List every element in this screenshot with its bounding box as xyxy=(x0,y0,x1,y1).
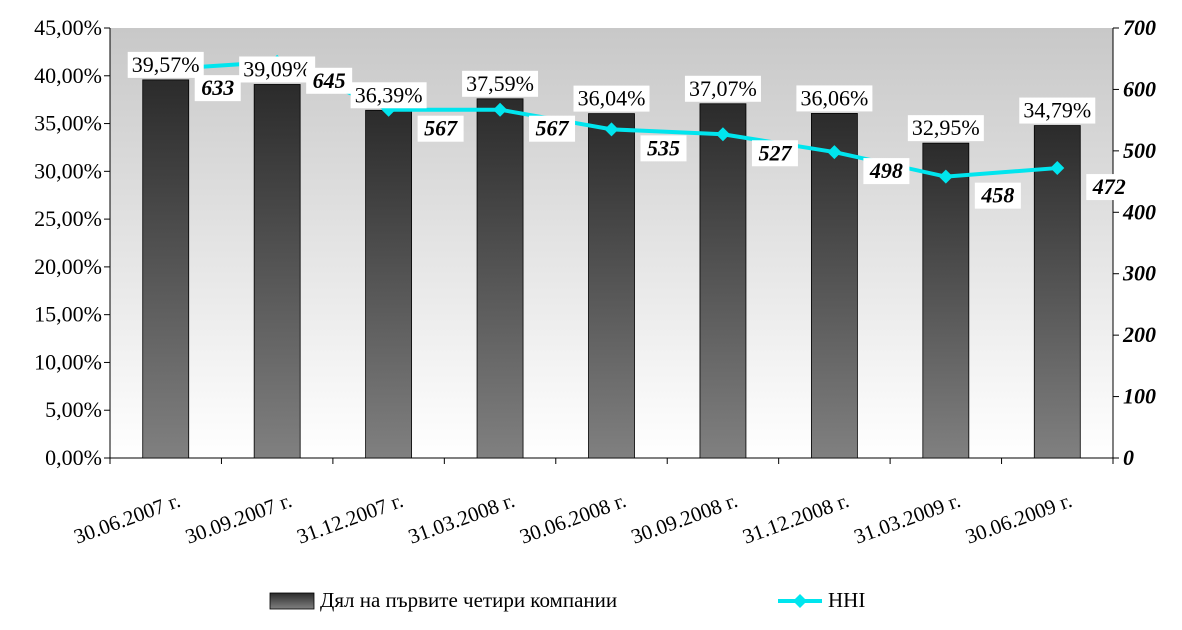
bar-label-bg xyxy=(462,70,539,97)
left-tick-label: 30,00% xyxy=(34,158,102,183)
category-label: 31.03.2009 г. xyxy=(851,488,964,549)
bar-label-bg xyxy=(350,82,427,109)
left-tick-label: 25,00% xyxy=(34,206,102,231)
bar-label-bg xyxy=(907,115,984,142)
left-tick-label: 40,00% xyxy=(34,63,102,88)
hhi-label-bg xyxy=(194,75,241,102)
bar-label-bg xyxy=(796,85,873,112)
bar-label-bg xyxy=(1019,97,1096,124)
left-tick-label: 35,00% xyxy=(34,111,102,136)
hhi-value-label: 458 xyxy=(980,183,1014,208)
bar xyxy=(699,103,747,459)
left-tick-label: 10,00% xyxy=(34,349,102,374)
bar xyxy=(1033,125,1081,459)
bar-value-label: 37,59% xyxy=(466,71,534,96)
category-label: 31.12.2007 г. xyxy=(294,488,407,549)
bar xyxy=(365,109,413,459)
bar-value-label: 36,04% xyxy=(578,86,646,111)
hhi-value-label: 535 xyxy=(647,135,680,160)
category-label: 30.06.2007 г. xyxy=(71,488,184,549)
hhi-value-label: 633 xyxy=(201,75,234,100)
bar-value-label: 34,79% xyxy=(1023,98,1091,123)
right-tick-label: 200 xyxy=(1122,322,1156,347)
legend-bar-label: Дял на първите четири компании xyxy=(320,588,617,612)
category-label: 30.06.2008 г. xyxy=(516,488,629,549)
bar xyxy=(810,113,858,459)
bar-label-bg xyxy=(684,75,761,102)
hhi-value-label: 567 xyxy=(536,116,570,141)
hhi-value-label: 498 xyxy=(869,158,903,183)
right-tick-label: 700 xyxy=(1123,15,1156,40)
hhi-label-bg xyxy=(1086,174,1133,201)
bar-label-bg xyxy=(127,51,204,78)
hhi-label-bg xyxy=(751,140,798,167)
legend-bar-swatch xyxy=(269,592,315,610)
right-tick-label: 600 xyxy=(1123,76,1156,101)
right-tick-label: 400 xyxy=(1122,199,1156,224)
bar-value-label: 37,07% xyxy=(689,76,757,101)
left-tick-label: 0,00% xyxy=(45,445,102,470)
bar-value-label: 39,09% xyxy=(243,56,311,81)
hhi-point xyxy=(493,102,508,117)
hhi-label-bg xyxy=(306,67,353,94)
hhi-label-bg xyxy=(529,115,576,142)
right-tick-label: 500 xyxy=(1123,138,1156,163)
category-label: 30.09.2007 г. xyxy=(182,488,295,549)
hhi-label-bg xyxy=(974,182,1021,209)
legend-line-marker xyxy=(793,594,807,608)
bar xyxy=(142,79,190,459)
right-tick-label: 100 xyxy=(1123,384,1156,409)
left-tick-label: 15,00% xyxy=(34,302,102,327)
hhi-label-bg xyxy=(417,115,464,142)
hhi-label-bg xyxy=(863,158,910,185)
category-label: 31.12.2008 г. xyxy=(739,488,852,549)
bar-value-label: 39,57% xyxy=(132,52,200,77)
hhi-value-label: 527 xyxy=(758,140,792,165)
bar-value-label: 32,95% xyxy=(912,115,980,140)
bar-value-label: 36,39% xyxy=(355,82,423,107)
hhi-label-bg xyxy=(640,135,687,162)
category-label: 30.06.2009 г. xyxy=(962,488,1075,549)
hhi-point xyxy=(1050,161,1065,176)
left-tick-label: 45,00% xyxy=(34,15,102,40)
bar-value-label: 36,06% xyxy=(800,85,868,110)
bar xyxy=(588,113,635,459)
bar-label-bg xyxy=(239,56,316,83)
bar xyxy=(253,84,301,459)
left-tick-label: 5,00% xyxy=(45,397,102,422)
hhi-point xyxy=(715,127,730,142)
bar-label-bg xyxy=(573,85,650,112)
right-tick-label: 300 xyxy=(1122,261,1156,286)
hhi-value-label: 567 xyxy=(424,116,458,141)
right-tick-label: 0 xyxy=(1123,445,1134,470)
hhi-value-label: 645 xyxy=(313,68,346,93)
hhi-point xyxy=(604,122,619,137)
hhi-point xyxy=(827,145,842,160)
bar xyxy=(922,142,970,459)
hhi-point xyxy=(938,169,953,184)
hhi-value-label: 472 xyxy=(1092,174,1126,199)
category-label: 30.09.2008 г. xyxy=(628,488,741,549)
left-tick-label: 20,00% xyxy=(34,254,102,279)
bar xyxy=(476,98,524,459)
category-label: 31.03.2008 г. xyxy=(405,488,518,549)
legend-line-label: HHI xyxy=(828,588,865,612)
